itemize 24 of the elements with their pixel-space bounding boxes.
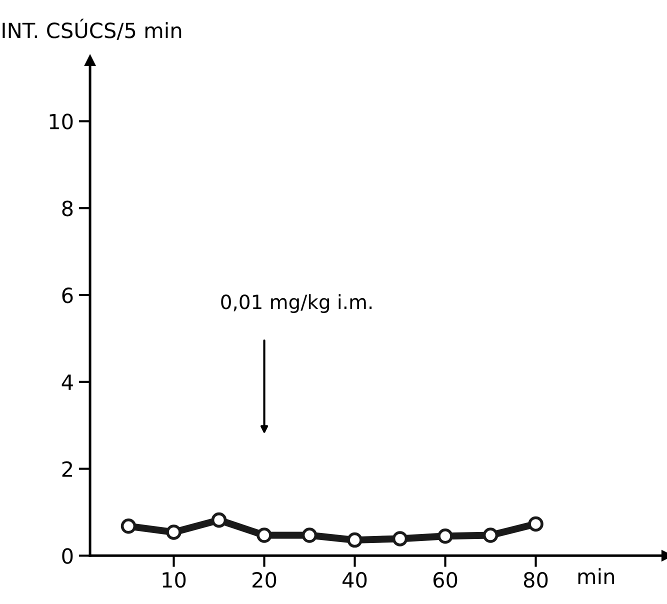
point [166, 524, 182, 540]
y-tick-label: 0 [62, 548, 73, 564]
point [392, 531, 408, 546]
x-tick-label: 40 [342, 572, 367, 588]
point [256, 528, 272, 543]
y-axis-title: INT. CSÚCS/5 min [2, 18, 182, 40]
x-tick-label: 20 [252, 572, 276, 588]
y-tick-label: 10 [50, 114, 73, 130]
point [347, 532, 362, 548]
point [120, 518, 136, 534]
annotation: 0,01 mg/kg i.m. [221, 294, 372, 313]
x-axis-title: min [578, 568, 614, 584]
point [438, 528, 453, 544]
y-tick-label: 4 [62, 374, 73, 390]
x-tick-label: 80 [524, 572, 548, 588]
point [211, 512, 227, 528]
y-tick-label: 8 [62, 200, 73, 216]
x-tick-label: 60 [433, 572, 458, 588]
point [528, 516, 544, 532]
point [482, 528, 498, 543]
point [302, 528, 318, 543]
y-tick-label: 6 [62, 287, 73, 304]
y-tick-label: 2 [62, 461, 72, 477]
x-tick-label: 10 [162, 572, 186, 588]
